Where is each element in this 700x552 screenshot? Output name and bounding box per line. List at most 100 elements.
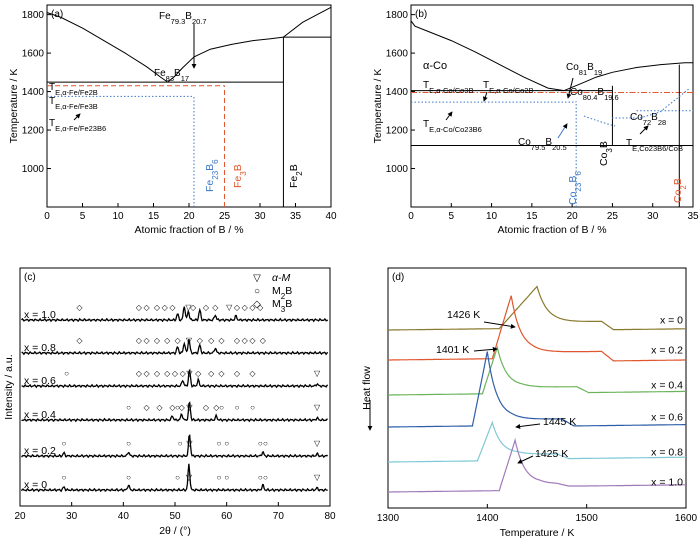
peak-marker: ▽ xyxy=(314,439,321,448)
eutectic-label-co79-part: 79.5 xyxy=(531,143,546,152)
peak-marker: ◇ xyxy=(218,369,225,378)
peak-marker: ○ xyxy=(216,439,221,448)
peak-marker: ◇ xyxy=(169,403,176,412)
x-tick-label: 40 xyxy=(325,211,337,222)
compound-label-fe23b6: Fe23B6 xyxy=(204,159,220,192)
compound-label-fe3b-part: B xyxy=(232,164,244,171)
y-tick-label: 1000 xyxy=(22,164,45,175)
compound-label-co3b-part: 3 xyxy=(605,148,614,153)
eutectic-label-co80-part: 80.4 xyxy=(583,93,598,102)
peak-marker: ○ xyxy=(263,473,268,482)
peak-marker: ◇ xyxy=(172,369,179,378)
series-label: x = 0.6 xyxy=(651,411,683,423)
eutectic-label-fe79-part: 79.3 xyxy=(171,17,186,26)
x-tick-label: 70 xyxy=(273,511,285,522)
peak-marker: ◇ xyxy=(234,369,241,378)
y-tick-label: 1600 xyxy=(386,49,409,60)
isotherm-label-co3b-part: T xyxy=(423,80,429,91)
eutectic-label-co79-part: 20.5 xyxy=(552,143,567,152)
eutectic-label-fe79: Fe79.3B20.7 xyxy=(159,11,207,26)
y-tick-label: 1800 xyxy=(22,10,45,21)
compound-label-co23b6-part: 23 xyxy=(574,182,583,191)
peak-marker: ◇ xyxy=(175,336,182,345)
isotherm-arrow xyxy=(482,91,488,102)
peak-marker: ◇ xyxy=(164,336,171,345)
isotherm-arrow xyxy=(445,111,453,121)
peak-marker: ○ xyxy=(175,403,180,412)
x-tick-label: 30 xyxy=(66,511,78,522)
isotherm-label-fe2b: TE,α-Fe/Fe2B xyxy=(49,82,98,97)
phase-label-alpha-co: α-Co xyxy=(423,60,447,72)
legend-label: M3B xyxy=(272,298,292,314)
plot-frame xyxy=(387,267,687,509)
compound-label-fe2b: Fe2B xyxy=(288,164,304,188)
compound-label-fe3b-part: 3 xyxy=(239,171,248,176)
peak-marker: ◇ xyxy=(154,336,161,345)
dsc-trace-line xyxy=(388,437,686,493)
eutectic-label-co80: Co80.4B19.6 xyxy=(570,87,619,102)
chart-panel-a: 0 5 10 15 20 25 30 35 40 1000 1200 1400 1600 1800 Atom… xyxy=(8,4,337,236)
co79-boundary xyxy=(583,115,616,127)
liquidus-fe2b-line xyxy=(283,6,332,38)
compound-label-fe23b6-part: 23 xyxy=(211,170,220,179)
isotherm-label-fe23b6-part: T xyxy=(49,118,55,129)
compound-label-co3b: Co3B xyxy=(598,141,614,166)
peak-marker: ▽ xyxy=(186,336,193,345)
dsc-trace-line xyxy=(388,420,686,463)
x-axis-label: Temperature / K xyxy=(500,527,575,539)
series-label: x = 0.2 xyxy=(24,445,56,457)
compound-label-co23b6-part: 6 xyxy=(574,171,583,176)
eutectic-label-co81-part: 81 xyxy=(579,68,587,77)
peak-marker: ◇ xyxy=(257,303,264,312)
peak-marker: ▽ xyxy=(186,403,193,412)
chart-panel-b: 0 5 10 15 20 25 30 35 1000 1200 1400 1600 1800 Atomic… xyxy=(372,4,699,236)
peak-marker: ◇ xyxy=(190,303,197,312)
x-tick-label: 30 xyxy=(254,211,266,222)
xrd-trace-line xyxy=(21,368,329,389)
peak-marker: ◇ xyxy=(154,303,161,312)
legend-label-part: B xyxy=(285,298,292,310)
peak-marker: ○ xyxy=(61,473,66,482)
peak-marker: ◇ xyxy=(249,303,256,312)
y-tick-label: 1800 xyxy=(386,10,409,21)
compound-label-fe23b6-part: 6 xyxy=(211,159,220,164)
x-tick-label: 35 xyxy=(290,211,302,222)
x-axis-label: Atomic fraction of B / % xyxy=(134,224,243,236)
eutectic-label-fe83-part: 83 xyxy=(166,74,174,83)
chart-panel-d: 1300 1400 1500 1600 Temperature / K Heat flow… xyxy=(361,267,698,539)
eutectic-label-fe79-part: Fe xyxy=(159,11,171,22)
dsc-trace-line xyxy=(388,351,686,428)
legend-label-part: α-M xyxy=(272,272,290,284)
peak-marker: ◇ xyxy=(195,369,202,378)
x-axis-label: Atomic fraction of B / % xyxy=(497,224,606,236)
peak-marker: ○ xyxy=(178,439,183,448)
x-tick-label: 1300 xyxy=(377,513,400,524)
x-tick-label: 5 xyxy=(80,211,86,222)
compound-label-co23b6-part: B xyxy=(567,176,579,183)
eutectic-label-co72-part: 72 xyxy=(643,118,651,127)
compound-label-fe23b6-part: B xyxy=(204,164,216,171)
peak-marker: ◇ xyxy=(164,369,171,378)
peak-marker: ◇ xyxy=(208,369,215,378)
x-tick-label: 25 xyxy=(607,211,619,222)
eutectic-arrow xyxy=(566,77,574,99)
eutectic-label-co81-part: 19 xyxy=(594,68,602,77)
legend-symbol: ○ xyxy=(254,286,260,297)
peak-marker: ◇ xyxy=(154,369,161,378)
peak-marker: ◇ xyxy=(162,303,169,312)
peak-marker: ○ xyxy=(175,473,180,482)
peak-marker: ◇ xyxy=(260,336,267,345)
x-axis-label: 2θ / (°) xyxy=(159,525,191,537)
liquidus-left-line xyxy=(410,20,565,92)
xrd-trace-line xyxy=(21,306,329,323)
y-tick-label: 1200 xyxy=(22,126,45,137)
panel-label: (a) xyxy=(51,9,63,20)
eutectic-label-co80-part: B xyxy=(597,87,604,98)
series-label: x = 0.8 xyxy=(24,342,56,354)
eutectic-label-fe83-part: B xyxy=(174,68,181,79)
legend-symbol: ▽ xyxy=(253,273,261,284)
isotherm-label-co23b6-part: E,α-Co/Co23B6 xyxy=(429,125,482,134)
eutectic-label-co81: Co81B19 xyxy=(566,62,602,77)
peak-marker: ▽ xyxy=(314,473,321,482)
